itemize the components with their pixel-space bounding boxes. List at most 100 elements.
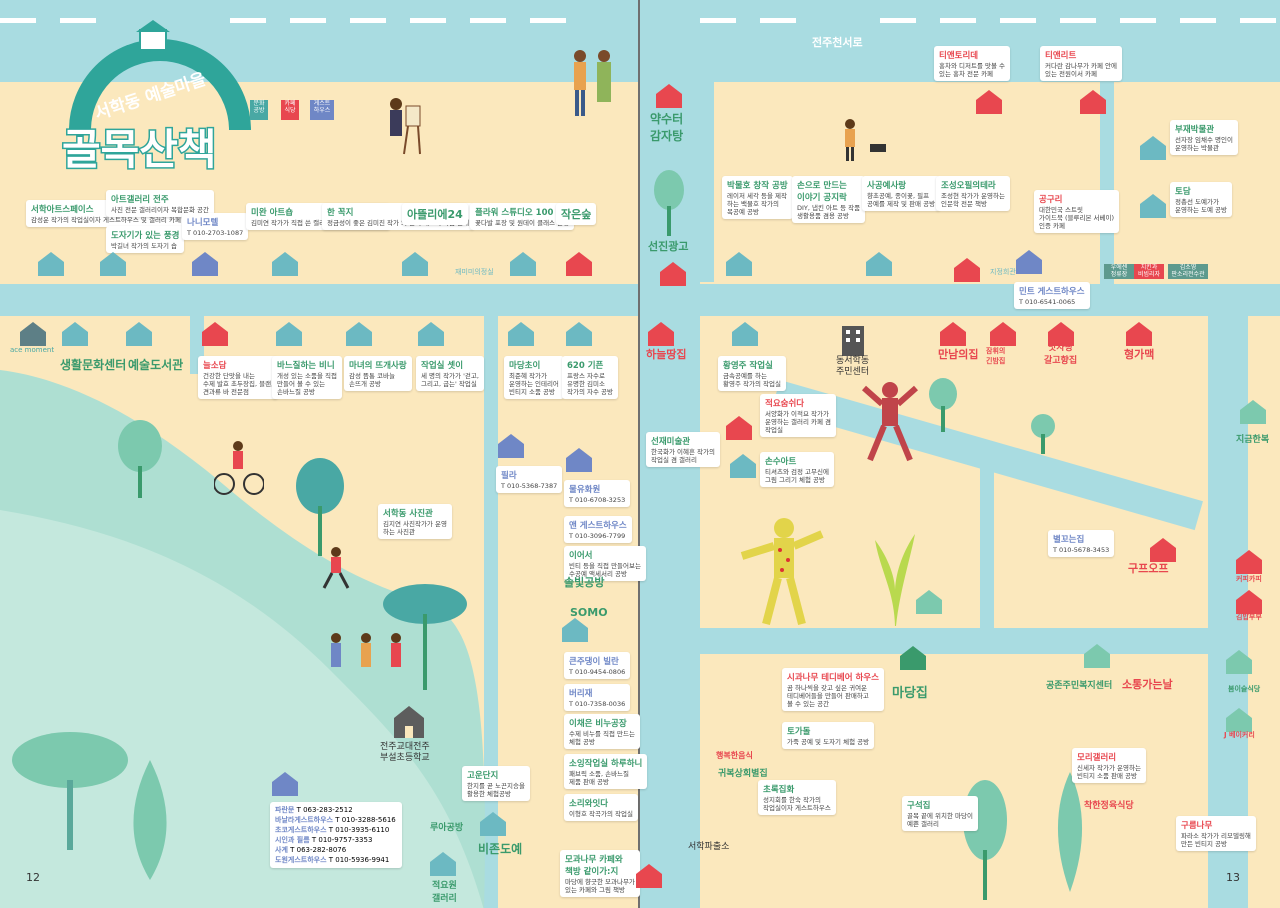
green-plant-sculpture <box>875 534 915 626</box>
art-library-label[interactable]: 예술도서관 <box>128 358 184 372</box>
place-card-handmade[interactable]: 손으로 만드는 이야기 공지락 DIY, 냅킨 아트 등 작품 생활용품 겸용 공… <box>792 176 866 224</box>
house-icon <box>100 252 126 276</box>
jaemi-label: 재미미의정실 <box>455 268 494 276</box>
place-card-keunju[interactable]: 큰주댕이 빌란 T 010-9454-0806 <box>564 652 631 679</box>
house-icon <box>480 812 506 836</box>
house-icon <box>916 590 942 614</box>
dog-walker-illustration <box>845 119 886 161</box>
chakhan-label[interactable]: 착한정육식당 <box>1084 801 1134 811</box>
bijon-label[interactable]: 비존도예 <box>478 842 523 856</box>
place-card-anne[interactable]: 앤 게스트하우스 T 010-3096-7799 <box>564 516 632 543</box>
place-card-fan-museum[interactable]: 부재박물관 선자장 임채수 명인이 운영하는 박물관 <box>1170 120 1238 156</box>
cafe1-label[interactable]: 커피카피 <box>1236 575 1262 583</box>
matjaran-label[interactable]: 맛자랑 갈고향집 <box>1044 343 1078 366</box>
place-card-craft-love[interactable]: 사공예사랑 향초공예, 종이꽃, 필프 공예를 제작 및 판매 공방 <box>862 176 941 212</box>
place-card-sewing[interactable]: 소잉작업실 하루하니 패브릭 소품, 손바느질 제품 판매 공방 <box>564 754 648 790</box>
guesthouse-item[interactable]: 도원게스트하우스 T 010-5936-9941 <box>275 856 390 864</box>
guesthouse-item[interactable]: 바날라게스트하우스 T 010-3288-5616 <box>275 816 396 824</box>
place-card-tea2[interactable]: 티앤리트 커다란 감나무가 카페 안에 있는 전원이서 카페 <box>1040 46 1122 82</box>
place-card-goun[interactable]: 고운단지 한지를 곧 노끈지승을 활용한 체험공방 <box>462 766 530 802</box>
place-card-620[interactable]: 620 기픈 프랑스 자수로 유명한 김미소 작가의 자수 공방 <box>562 356 618 400</box>
climber-illustration <box>322 547 350 589</box>
place-card-sori[interactable]: 소리와잇다 이형호 작곡가의 작업실 <box>564 794 638 822</box>
place-card-todam[interactable]: 토담 정총선 도예가가 운영하는 도예 공방 <box>1170 182 1232 218</box>
place-card-6[interactable]: 아뜰리에24 <box>402 203 468 225</box>
gwibok-label[interactable]: 귀복상회별집 <box>718 769 768 779</box>
place-card-photo-studio[interactable]: 서학동 사진관 김지연 사진작가가 운영 하는 사진관 <box>378 504 452 540</box>
chip-0[interactable]: 우에센 정류장 <box>1104 264 1134 280</box>
jeokyo-gallery-label[interactable]: 적요원 갤러리 <box>432 881 457 904</box>
place-card-seonjae[interactable]: 선재미술관 한국화가 이혜흔 작가의 작업실 겸 갤러리 <box>646 432 720 468</box>
place-card-soap[interactable]: 이채은 비누공장 수제 비누를 직접 만드는 체험 공방 <box>564 714 640 750</box>
gongjeong-label[interactable]: 공존주민복지센터 <box>1046 681 1113 691</box>
place-card-pila[interactable]: 필라 T 010-5368-7387 <box>496 466 563 493</box>
somo-label[interactable]: SOMO <box>570 606 608 619</box>
yaksu-label[interactable]: 약수터 감자탕 <box>650 112 684 143</box>
guesthouse-item[interactable]: 초코게스트하우스 T 010-3935-6110 <box>275 826 390 834</box>
place-card-mogwa[interactable]: 모과나무 카페와 책방 같이가:지 마당에 향긋한 모과나무가 있는 카페와 그림… <box>560 850 640 898</box>
place-card-seti[interactable]: 작업실 셋이 세 명의 작가가 '걷고, 그리고, 굽는' 작업실 <box>416 356 484 392</box>
place-card-sonsu[interactable]: 손수아트 티셔츠와 검정 고무신에 그림 그리기 체험 공방 <box>760 452 834 488</box>
place-card-togadol[interactable]: 토가돌 가죽 공예 및 도자기 체험 공방 <box>782 722 875 750</box>
place-card-beorijae[interactable]: 버리재 T 010-7358-0036 <box>564 684 631 711</box>
place-card-byeolkko[interactable]: 별꼬는집 T 010-5678-3453 <box>1048 530 1115 557</box>
house-icon <box>648 322 674 346</box>
place-card-madang[interactable]: 마당초이 최준혜 작가가 운영하는 인테리어 빈티지 소품 공방 <box>504 356 564 400</box>
house-icon <box>954 258 980 282</box>
haneul-label[interactable]: 하늘땅집 <box>646 348 687 361</box>
culture-center-label[interactable]: 생활문화센터 <box>60 358 127 372</box>
place-card-guseok[interactable]: 구석집 골목 끝에 위치한 마당이 예쁜 갤러리 <box>902 796 978 832</box>
place-card-1[interactable]: 아트갤러리 전주 사진 전문 갤러리이자 복합문화 공간 <box>106 190 214 218</box>
jamhwi-label[interactable]: 잠휘의 긴밤집 <box>986 347 1006 365</box>
place-card-chorok[interactable]: 초록집화 성지회를 한숙 작가의 작업실이자 게스트하우스 <box>758 780 836 816</box>
red-figure-sculpture <box>862 382 918 462</box>
seonjin-label[interactable]: 선진광고 <box>648 240 689 253</box>
place-card-baekmulho[interactable]: 박물호 창작 공방 레이저 세각 등을 제작 하는 백물호 작가의 목공예 공방 <box>722 176 793 220</box>
rua-label[interactable]: 루아공방 <box>430 823 464 833</box>
chip-2[interactable]: 김소영 판소리전수관 <box>1168 264 1208 280</box>
chip-1[interactable]: 치킨과 비빔리자 <box>1134 264 1164 280</box>
place-card-8[interactable]: 작은숲 <box>556 203 597 225</box>
place-card-bini[interactable]: 바느질하는 비니 개성 있는 소품을 직접 만들어 볼 수 있는 손바느질 공방 <box>272 356 343 400</box>
police-label[interactable]: 서학파출소 <box>688 842 730 852</box>
mannam-label[interactable]: 만남의집 <box>938 348 979 361</box>
house-icon <box>1236 550 1262 574</box>
place-card-mint[interactable]: 민트 게스트하우스 T 010-6541-0065 <box>1014 282 1090 309</box>
place-card-mulyu[interactable]: 물유화원 T 010-6708-3253 <box>564 480 631 507</box>
place-card-gureum[interactable]: 구름나무 파라소 작가가 리모델링해 만든 빈티지 공방 <box>1176 816 1256 852</box>
place-card-ieoseo[interactable]: 이어서 빈티 등을 직접 만들어보는 수공예 액세서리 공방 <box>564 546 646 582</box>
jigeum-label[interactable]: 지금한복 <box>1236 435 1270 445</box>
tree-icon <box>118 420 162 498</box>
place-card-3[interactable]: 나니모텔 T 010-2703-1087 <box>182 213 249 240</box>
place-card-bookshop[interactable]: 조성오필의테라 조성현 작가가 운영하는 인문학 전문 책방 <box>936 176 1010 212</box>
cafe4-label[interactable]: J 베이커리 <box>1224 731 1255 739</box>
guesthouse-item[interactable]: 파란문 T 063-283-2512 <box>275 806 353 814</box>
house-icon <box>62 322 88 346</box>
place-card-tea1[interactable]: 티앤토리데 홍차와 디저트를 맛볼 수 있는 홍차 전문 카페 <box>934 46 1010 82</box>
bogshan-label[interactable]: 행복한음식 <box>716 751 753 760</box>
gupo-label[interactable]: 구프오프 <box>1128 562 1169 575</box>
street-label: 전주천서로 <box>812 36 863 49</box>
place-card-gongguri[interactable]: 공구리 대한민국 스트릿 가이드북 (블루리본 서베이) 인증 카페 <box>1034 190 1119 234</box>
guesthouse-item[interactable]: 사계 T 063-282-8076 <box>275 846 347 854</box>
place-card-jeokyo-cafe[interactable]: 적요숨쉬다 서양화가 이적요 작가가 운영하는 갤러리 카페 겸 작업실 <box>760 394 836 438</box>
madang-label[interactable]: 마당집 <box>892 686 928 701</box>
ace-moment-label: ace moment <box>10 346 55 354</box>
cafe3-label[interactable]: 봄이슬식당 <box>1228 685 1261 693</box>
sodong-label[interactable]: 소통가는날 <box>1122 678 1173 691</box>
cafe2-label[interactable]: 김밥부부 <box>1236 613 1262 621</box>
place-card-hwangyoungju[interactable]: 황영주 작업실 금속공예를 하는 황영주 작가의 작업실 <box>718 356 786 392</box>
house-icon <box>566 322 592 346</box>
hyungga-label[interactable]: 형가맥 <box>1124 348 1155 361</box>
guesthouse-item[interactable]: 시인과 필름 T 010-9757-3353 <box>275 836 373 844</box>
place-card-mori[interactable]: 모리갤러리 신세자 작가가 운영하는 빈티지 소품 판매 공방 <box>1072 748 1146 784</box>
house-icon <box>1226 650 1252 674</box>
community-center-label[interactable]: 동서학동 주민센터 <box>836 356 870 378</box>
place-card-maneo[interactable]: 마녀의 뜨개사랑 감성 뜸통 코바늘 손뜨개 공방 <box>344 356 412 392</box>
place-card-2[interactable]: 도자기가 있는 풍경 박길녀 작가의 도자기 숍 <box>106 226 185 254</box>
road-right-middle-vertical <box>980 460 994 630</box>
place-card-neulsodam[interactable]: 늘소담 건강한 단맛을 내는 수제 발효 초두장집, 블랜, 견과류 바 전문점 <box>198 356 279 400</box>
house-icon <box>1150 538 1176 562</box>
place-card-teddy[interactable]: 시과나무 테디베어 하우스 곰 하나씩을 갖고 싶은 귀여운 테디베어들을 만들어… <box>782 668 884 712</box>
solbit-label[interactable]: 솔빛공방 <box>564 576 605 589</box>
